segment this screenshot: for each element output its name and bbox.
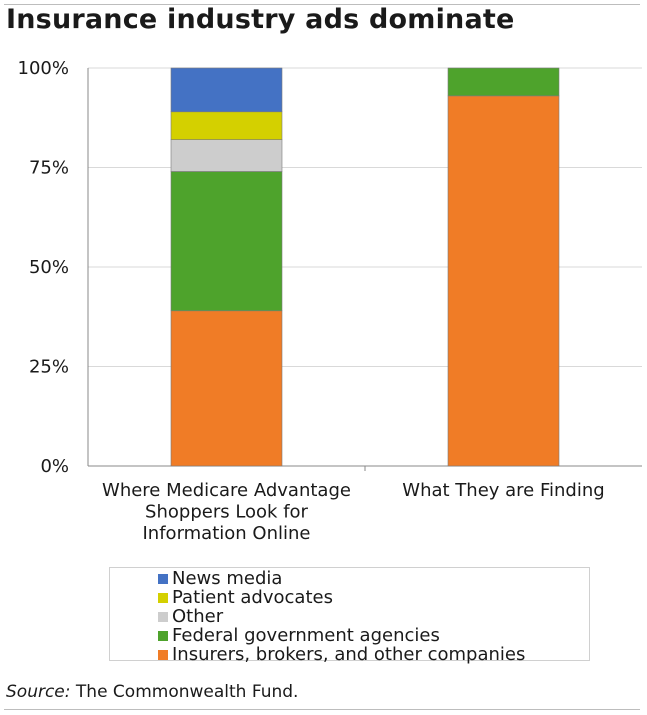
bar-segment bbox=[170, 171, 283, 312]
source-lead: Source: bbox=[6, 682, 71, 702]
legend-swatch bbox=[158, 593, 168, 603]
bar-segment bbox=[447, 95, 560, 467]
bar-segment bbox=[447, 67, 560, 97]
legend-item: News media bbox=[110, 569, 589, 588]
legend-swatch bbox=[158, 574, 168, 584]
source-text: The Commonwealth Fund. bbox=[75, 682, 299, 702]
y-tick-label: 25% bbox=[29, 357, 69, 378]
x-category-label: Shoppers Look for bbox=[145, 502, 309, 523]
bar-segment bbox=[170, 111, 283, 140]
x-category-label: Where Medicare Advantage bbox=[102, 480, 351, 501]
legend-item: Other bbox=[110, 607, 589, 626]
y-tick-label: 50% bbox=[29, 257, 69, 278]
legend-label: News media bbox=[172, 568, 283, 589]
y-tick-label: 75% bbox=[29, 158, 69, 179]
legend-item: Patient advocates bbox=[110, 588, 589, 607]
bar-segment bbox=[170, 67, 283, 113]
legend-label: Other bbox=[172, 606, 224, 627]
top-rule bbox=[4, 4, 640, 5]
legend-item: Insurers, brokers, and other companies bbox=[110, 645, 589, 664]
x-category-label: What They are Finding bbox=[402, 480, 604, 501]
bar-segment bbox=[170, 310, 283, 467]
legend-item: Federal government agencies bbox=[110, 626, 589, 645]
legend-swatch bbox=[158, 650, 168, 660]
source-note: Source: The Commonwealth Fund. bbox=[6, 682, 298, 702]
legend: News media Patient advocates Other Federal … bbox=[109, 567, 590, 664]
y-tick-label: 0% bbox=[40, 456, 69, 477]
chart-title: Insurance industry ads dominate bbox=[6, 4, 515, 35]
bottom-rule bbox=[4, 709, 640, 710]
bar-segment bbox=[170, 139, 283, 172]
legend-swatch bbox=[158, 612, 168, 622]
x-category-label: Information Online bbox=[143, 523, 311, 544]
legend-label: Federal government agencies bbox=[172, 625, 440, 646]
legend-swatch bbox=[158, 631, 168, 641]
y-tick-label: 100% bbox=[18, 58, 69, 79]
legend-label: Patient advocates bbox=[172, 587, 333, 608]
legend-label: Insurers, brokers, and other companies bbox=[172, 644, 526, 665]
chart-area: 0% 25% 50% 75% 100% Where Medicare AdvantageS… bbox=[18, 58, 642, 544]
